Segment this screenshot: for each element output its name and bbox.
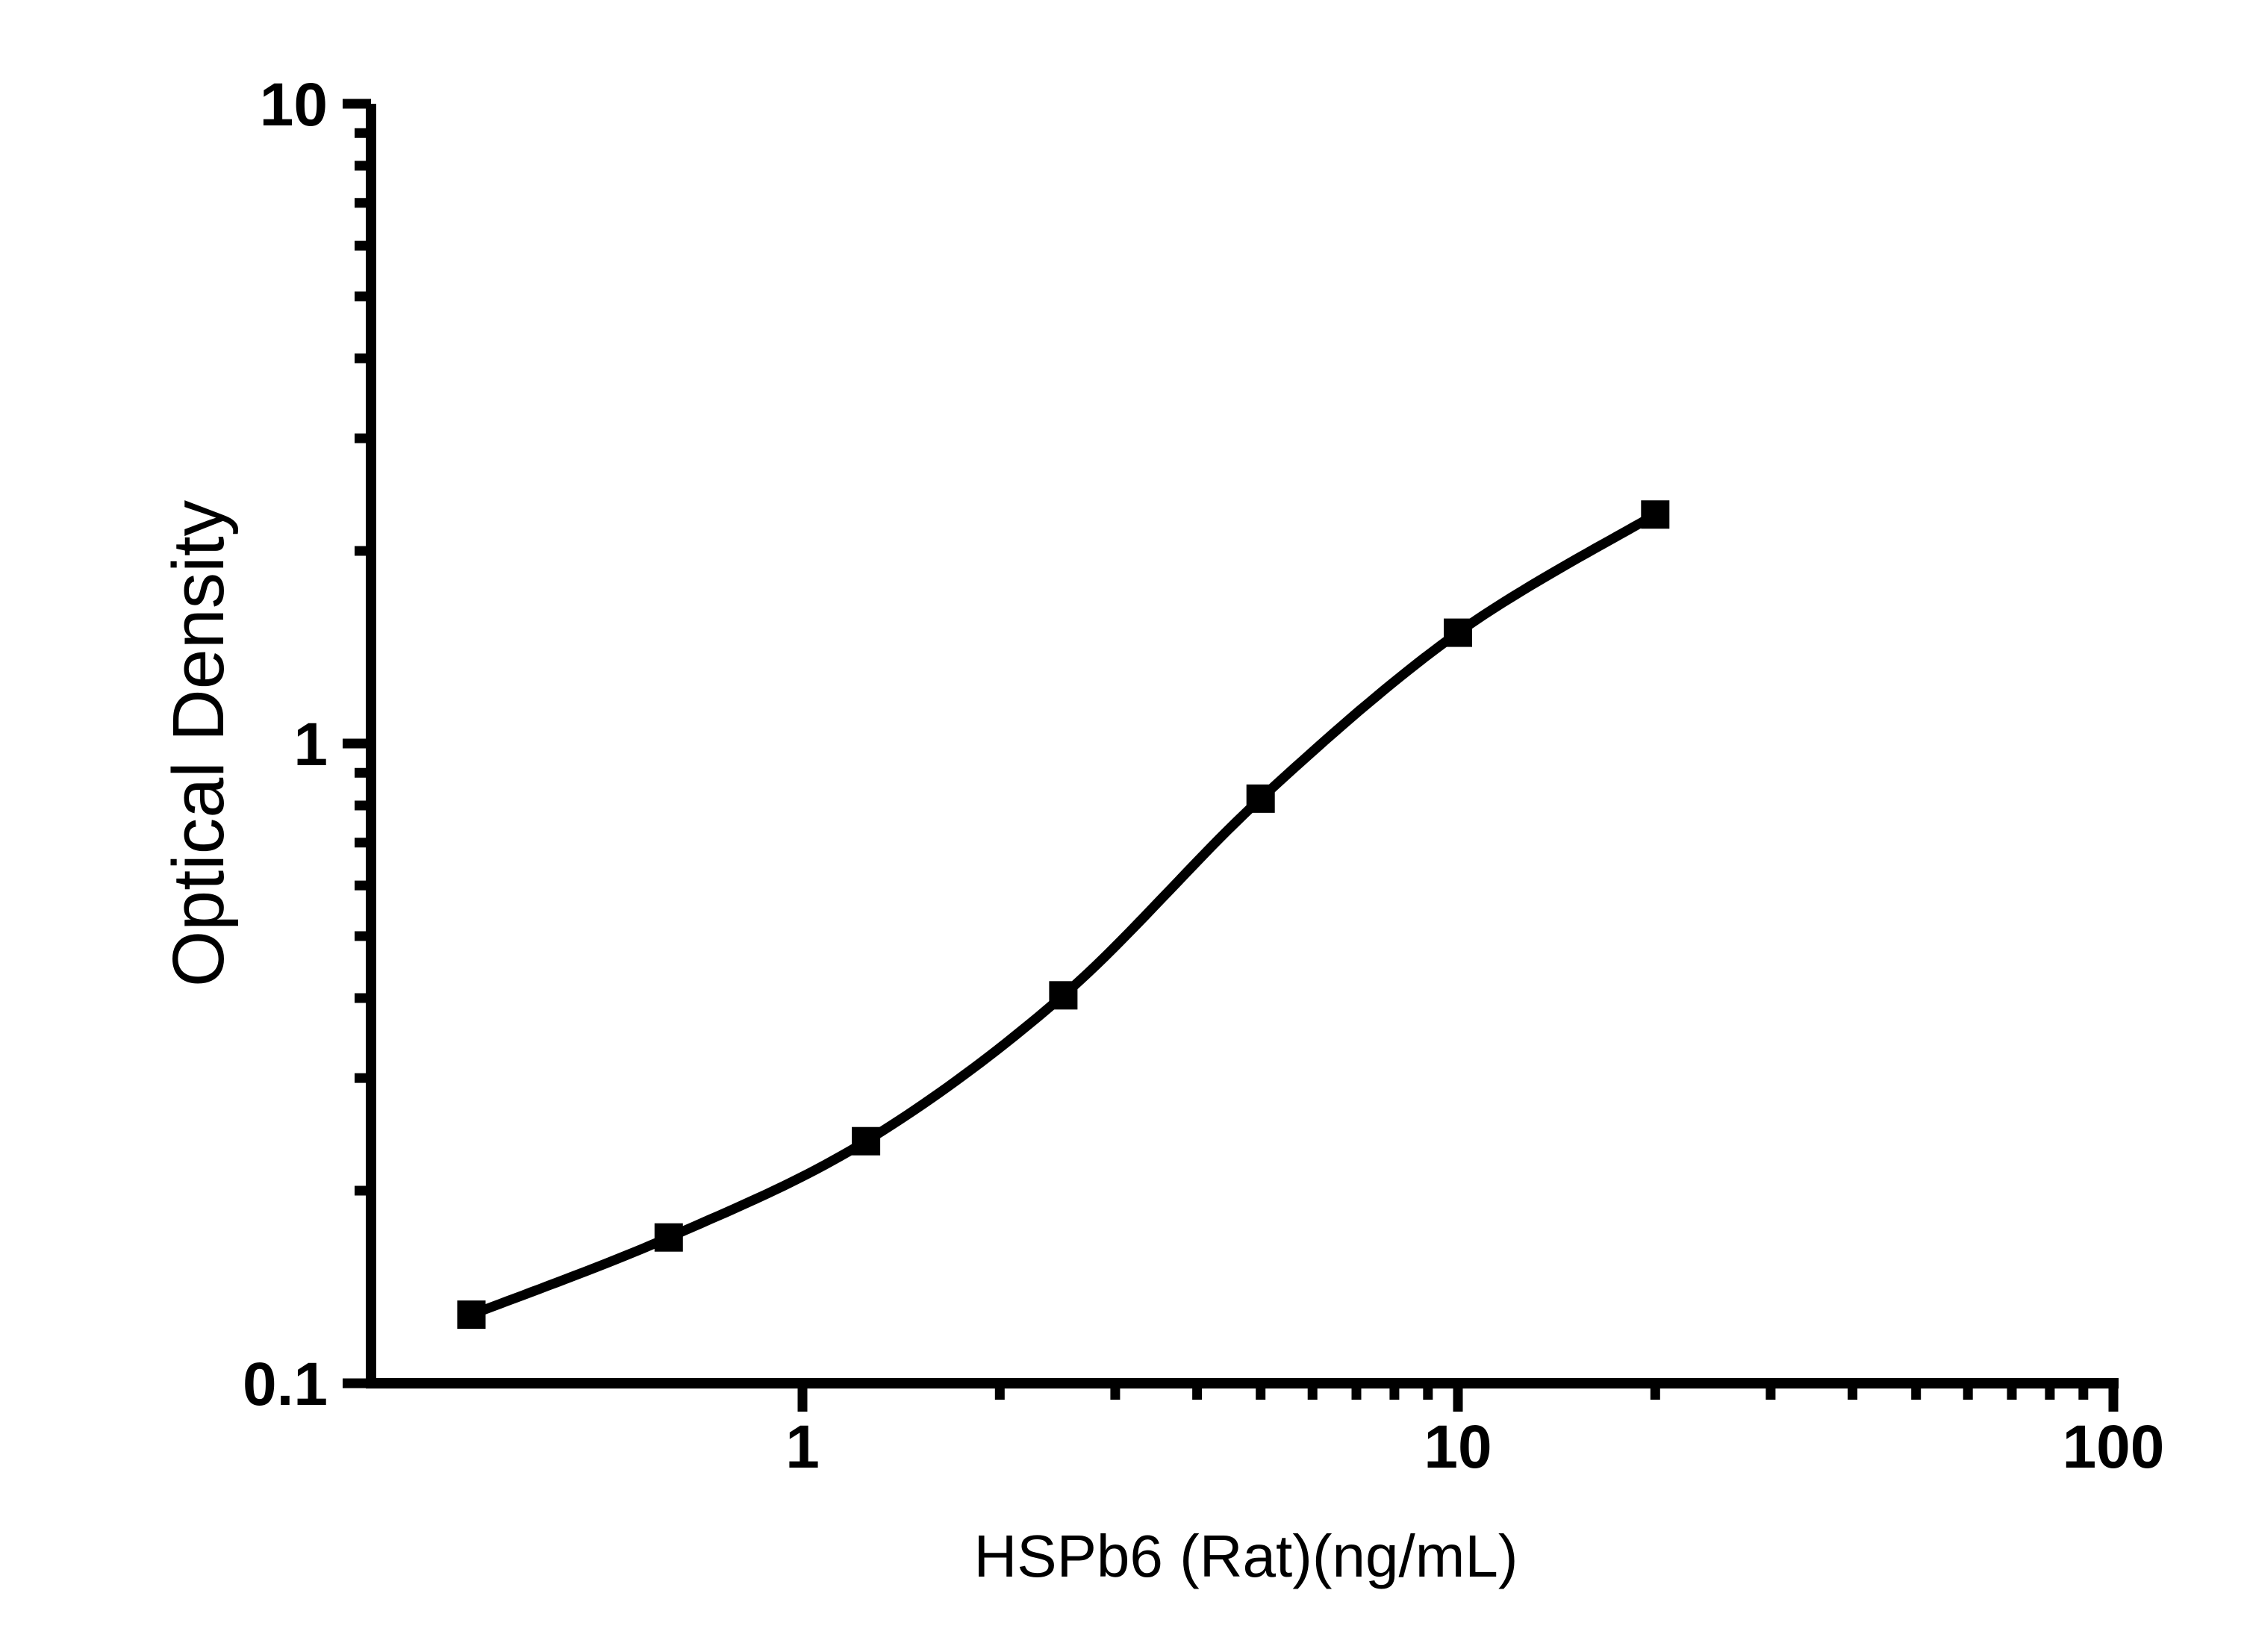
- tick-labels-layer: 1 10 100 0.1 1 10: [243, 71, 2164, 1481]
- x-axis-title: HSPb6 (Rat)(ng/mL): [973, 1523, 1518, 1589]
- data-point-marker: [852, 1126, 881, 1156]
- data-points-layer: [457, 500, 1670, 1330]
- x-tick-label: 10: [1424, 1413, 1492, 1481]
- data-point-marker: [1049, 981, 1078, 1010]
- data-point-marker: [1444, 618, 1472, 647]
- data-point-marker: [1641, 500, 1670, 529]
- y-axis-title: Optical Density: [158, 499, 239, 987]
- data-point-marker: [1246, 784, 1275, 813]
- ticks-layer: [343, 99, 2119, 1412]
- data-point-marker: [654, 1223, 683, 1252]
- fit-curve: [467, 509, 1660, 1320]
- y-tick-label: 0.1: [243, 1350, 328, 1418]
- curve-layer: [467, 509, 1660, 1320]
- data-point-marker: [457, 1300, 486, 1330]
- y-tick-label: 10: [260, 71, 328, 139]
- x-tick-label: 100: [2063, 1413, 2165, 1481]
- axes-layer: [366, 104, 2119, 1388]
- x-tick-label: 1: [785, 1413, 820, 1481]
- y-tick-label: 1: [293, 711, 328, 779]
